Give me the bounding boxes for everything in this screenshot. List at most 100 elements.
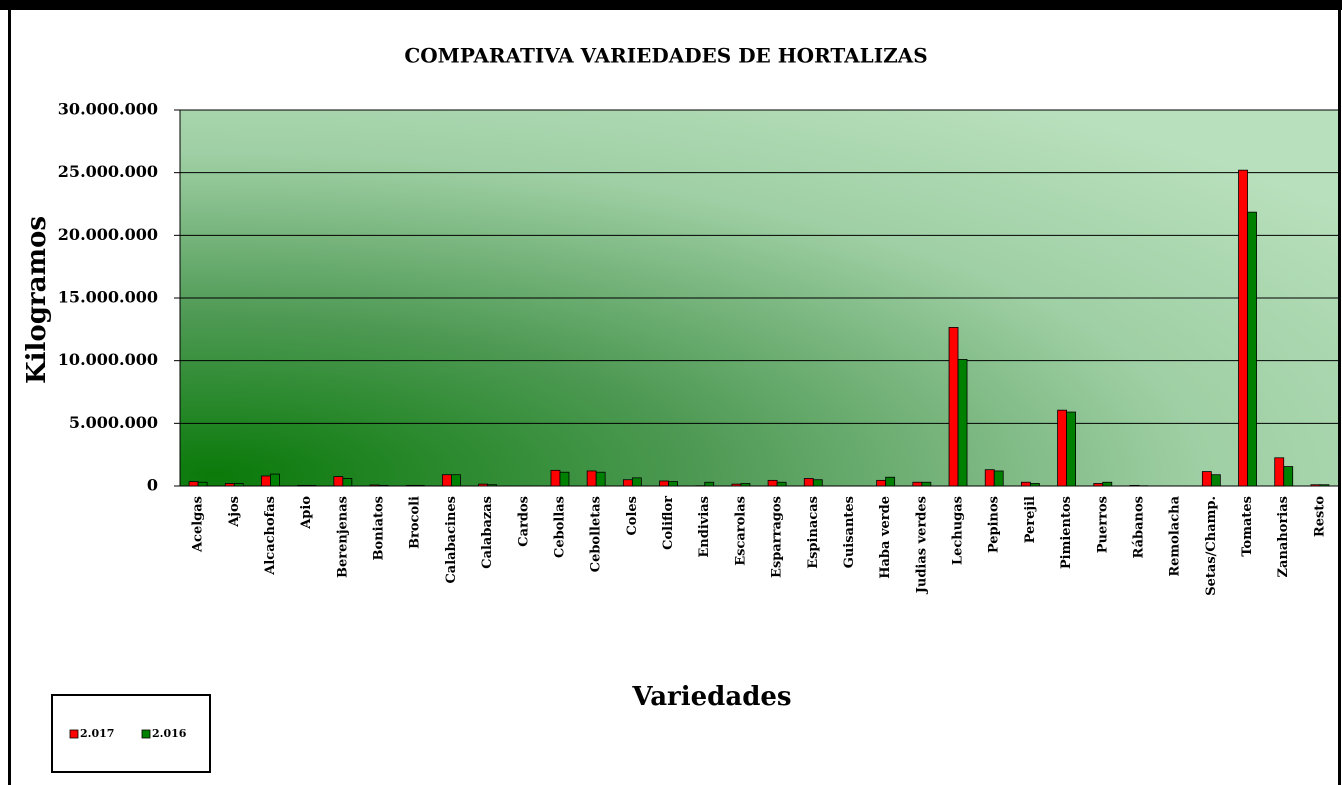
x-tick-label: Esparragos <box>770 496 785 578</box>
bar <box>414 484 425 487</box>
x-tick-label: Pimientos <box>1059 496 1074 569</box>
x-tick-label: Apio <box>299 496 314 530</box>
x-tick-label: Zanahorias <box>1276 496 1291 577</box>
bar <box>478 483 488 487</box>
bar <box>776 481 787 487</box>
x-tick-label: Guisantes <box>842 496 857 568</box>
bar <box>224 483 235 487</box>
x-tick-label: Puerros <box>1095 496 1110 553</box>
bar <box>559 471 570 487</box>
bar <box>767 479 778 487</box>
legend-swatch <box>69 729 79 739</box>
bar <box>885 476 896 487</box>
bar <box>984 469 995 487</box>
bar <box>921 481 932 487</box>
x-tick-label: Endivias <box>697 496 712 558</box>
x-tick-label: Acelgas <box>191 496 206 553</box>
x-tick-label: Boniatos <box>372 496 387 560</box>
x-tick-label: Perejil <box>1023 496 1038 543</box>
frame-top <box>0 0 1342 10</box>
bar <box>876 479 887 487</box>
bar <box>740 483 751 487</box>
x-tick-label: Cardos <box>516 496 531 547</box>
bar <box>442 474 452 487</box>
bar <box>1093 483 1104 487</box>
bar <box>270 473 280 487</box>
bar <box>1102 481 1113 487</box>
x-tick-label: Resto <box>1312 496 1327 537</box>
bar <box>993 470 1004 487</box>
bar <box>306 484 317 487</box>
bar <box>1021 481 1031 487</box>
x-tick-label: Espinacas <box>806 496 821 569</box>
bar <box>297 484 308 487</box>
bar <box>1066 411 1076 487</box>
bar <box>659 480 669 487</box>
y-tick-label: 30.000.000 <box>58 100 158 119</box>
bar <box>704 481 715 487</box>
x-tick-label: Tomates <box>1240 496 1255 557</box>
bar <box>1283 466 1294 487</box>
bar <box>595 471 606 487</box>
legend-swatch <box>141 729 151 739</box>
x-tick-label: Ajos <box>227 496 242 528</box>
bar <box>948 327 959 487</box>
bar <box>812 479 823 487</box>
bar <box>188 481 199 487</box>
bar <box>487 484 497 487</box>
bar <box>622 479 633 487</box>
bar <box>405 484 416 487</box>
bar <box>731 483 742 487</box>
bar <box>1274 457 1285 487</box>
chart-title: COMPARATIVA VARIEDADES DE HORTALIZAS <box>404 44 927 68</box>
x-tick-label: Brocoli <box>408 496 423 549</box>
x-tick-label: Escarolas <box>733 496 748 566</box>
frame-right <box>1338 0 1341 785</box>
y-tick-label: 0 <box>147 476 158 495</box>
bar <box>1319 484 1330 487</box>
bar <box>586 470 597 487</box>
bar <box>1310 484 1321 487</box>
bar <box>803 478 814 487</box>
bar <box>261 475 271 487</box>
x-tick-label: Pepinos <box>987 496 1002 553</box>
bar <box>668 481 678 487</box>
bar <box>1201 471 1212 487</box>
x-tick-label: Coles <box>625 496 640 536</box>
x-tick-label: Calabacines <box>444 496 459 584</box>
x-tick-label: Cebolletas <box>589 496 604 572</box>
y-tick-label: 5.000.000 <box>69 413 158 432</box>
x-tick-label: Calabazas <box>480 496 495 569</box>
x-tick-label: Lechugas <box>951 496 966 565</box>
bar <box>1129 484 1140 487</box>
legend-label: 2.016 <box>152 727 187 740</box>
bar <box>333 476 344 487</box>
bar <box>1247 211 1257 487</box>
bar <box>1030 483 1040 487</box>
y-tick-label: 15.000.000 <box>58 288 158 307</box>
bar <box>197 481 208 487</box>
y-tick-label: 25.000.000 <box>58 162 158 181</box>
y-axis-title: Kilogramos <box>22 216 52 384</box>
legend-label: 2.017 <box>80 727 114 740</box>
bar <box>378 484 389 487</box>
y-tick-label: 10.000.000 <box>58 350 158 369</box>
bar <box>1057 409 1067 487</box>
x-tick-label: Remolacha <box>1168 495 1183 576</box>
bar <box>369 484 380 487</box>
bar <box>233 483 244 487</box>
bar <box>912 481 923 487</box>
bar <box>550 469 561 487</box>
x-tick-label: Alcachofas <box>263 496 278 576</box>
x-tick-label: Haba verde <box>878 496 893 579</box>
y-tick-label: 20.000.000 <box>58 225 158 244</box>
x-tick-label: Judias verdes <box>914 496 929 594</box>
bar <box>957 359 968 487</box>
x-tick-label: Rábanos <box>1131 496 1146 558</box>
frame-left <box>8 0 11 785</box>
bar <box>451 474 461 487</box>
x-tick-label: Coliflor <box>661 496 676 550</box>
bar <box>1210 474 1221 487</box>
x-tick-label: Cebollas <box>552 496 567 558</box>
